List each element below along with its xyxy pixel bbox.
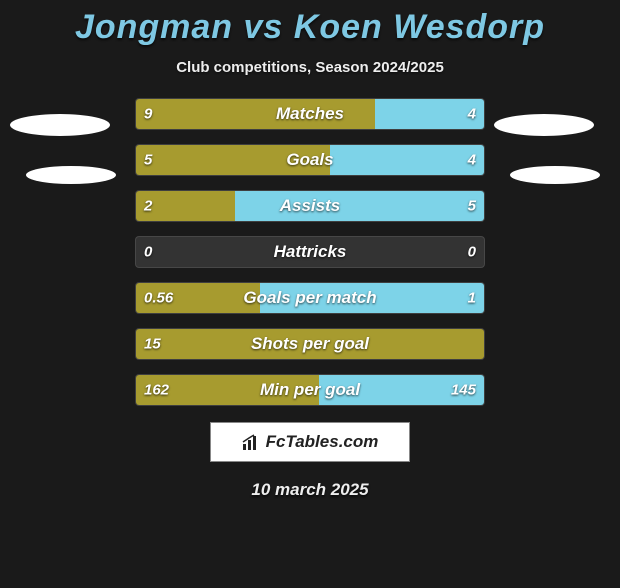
bar-right: [375, 99, 484, 129]
stat-row: 15Shots per goal: [0, 328, 620, 360]
logo-text: FcTables.com: [266, 432, 379, 452]
chart-icon: [242, 433, 260, 451]
value-right: 0: [468, 244, 476, 261]
stat-row: 94Matches: [0, 98, 620, 130]
bar-right: [330, 145, 484, 175]
bar-container: 54Goals: [135, 144, 485, 176]
bar-left: [136, 191, 238, 221]
stat-row: 25Assists: [0, 190, 620, 222]
bar-container: 162145Min per goal: [135, 374, 485, 406]
date-label: 10 march 2025: [0, 480, 620, 500]
bar-left: [136, 329, 485, 359]
bar-right: [235, 191, 484, 221]
bar-container: 0 0Hattricks: [135, 236, 485, 268]
stat-row: 54Goals: [0, 144, 620, 176]
bar-right: [260, 283, 484, 313]
stat-row: 0.561Goals per match: [0, 282, 620, 314]
bar-container: 94Matches: [135, 98, 485, 130]
stat-row: 162145Min per goal: [0, 374, 620, 406]
bar-left: [136, 283, 262, 313]
bar-left: [136, 145, 332, 175]
bar-left: [136, 99, 377, 129]
bar-left: [136, 375, 322, 405]
stat-row: 0 0Hattricks: [0, 236, 620, 268]
bar-container: 25Assists: [135, 190, 485, 222]
stat-label: Hattricks: [136, 242, 484, 262]
page-title: Jongman vs Koen Wesdorp: [0, 8, 620, 47]
logo-box[interactable]: FcTables.com: [210, 422, 410, 462]
subtitle: Club competitions, Season 2024/2025: [0, 59, 620, 76]
value-left: 0: [144, 244, 152, 261]
bar-container: 0.561Goals per match: [135, 282, 485, 314]
comparison-chart: 94Matches 54Goals 25Assists 0 0Hattricks 0.56…: [0, 98, 620, 408]
bar-container: 15Shots per goal: [135, 328, 485, 360]
bar-right: [319, 375, 484, 405]
